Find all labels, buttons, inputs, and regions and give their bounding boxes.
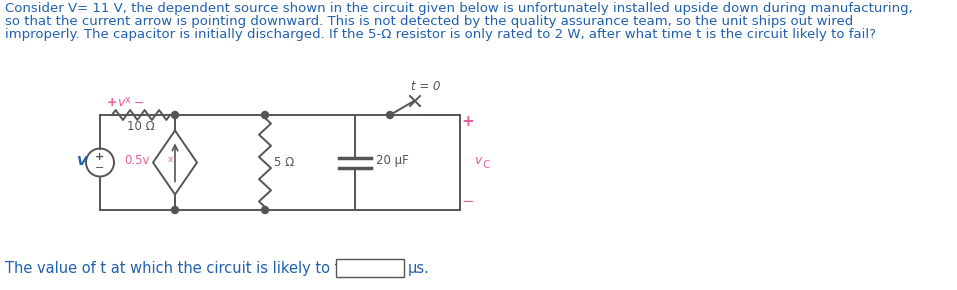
Text: +: + xyxy=(96,153,104,162)
Text: Consider V= 11 V, the dependent source shown in the circuit given below is unfor: Consider V= 11 V, the dependent source s… xyxy=(5,2,913,15)
Circle shape xyxy=(261,206,269,213)
Text: improperly. The capacitor is initially discharged. If the 5-Ω resistor is only r: improperly. The capacitor is initially d… xyxy=(5,28,876,41)
Text: v: v xyxy=(474,154,481,167)
Text: v: v xyxy=(117,97,124,110)
Circle shape xyxy=(261,111,269,119)
Text: −: − xyxy=(96,162,104,173)
Text: +: + xyxy=(461,113,475,128)
Text: 20 μF: 20 μF xyxy=(376,154,409,167)
Text: μs.: μs. xyxy=(408,260,430,276)
Circle shape xyxy=(387,111,393,119)
Text: so that the current arrow is pointing downward. This is not detected by the qual: so that the current arrow is pointing do… xyxy=(5,15,854,28)
Text: −: − xyxy=(461,195,475,209)
Text: The value of t at which the circuit is likely to fail is: The value of t at which the circuit is l… xyxy=(5,260,373,276)
Text: 0.5v: 0.5v xyxy=(124,154,150,167)
Circle shape xyxy=(171,111,179,119)
Text: 10 Ω: 10 Ω xyxy=(127,119,155,133)
Text: −: − xyxy=(134,97,145,110)
Circle shape xyxy=(171,206,179,213)
Text: t = 0: t = 0 xyxy=(412,80,441,93)
Text: 5 Ω: 5 Ω xyxy=(274,156,294,169)
Text: V: V xyxy=(77,155,87,168)
Text: +: + xyxy=(107,97,118,110)
Text: x: x xyxy=(125,95,131,105)
Text: C: C xyxy=(482,160,489,169)
Text: x: x xyxy=(168,155,173,164)
FancyBboxPatch shape xyxy=(336,259,404,277)
